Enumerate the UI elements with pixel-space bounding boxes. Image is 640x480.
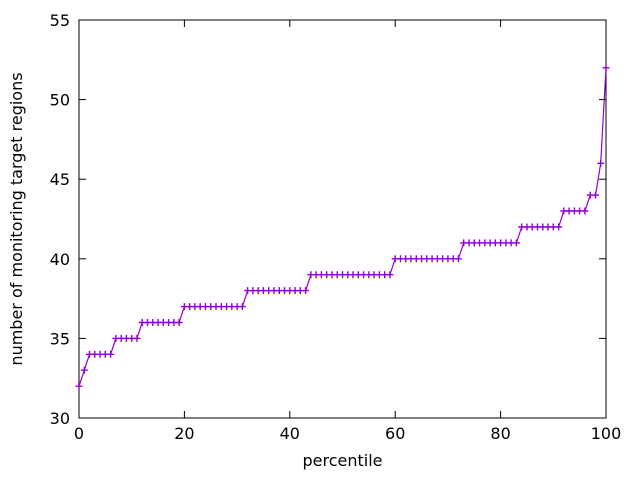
x-tick-label: 0 (74, 424, 84, 443)
y-axis-label: number of monitoring target regions (7, 72, 26, 365)
x-tick-label: 20 (174, 424, 194, 443)
y-tick-label: 45 (50, 170, 70, 189)
y-tick-label: 30 (50, 409, 70, 428)
x-tick-label: 80 (490, 424, 510, 443)
x-tick-label: 60 (385, 424, 405, 443)
y-tick-label: 40 (50, 250, 70, 269)
data-point-markers (75, 64, 610, 390)
y-tick-label: 50 (50, 91, 70, 110)
x-tick-label: 100 (591, 424, 622, 443)
plot-border (78, 19, 607, 419)
y-tick-label: 35 (50, 329, 70, 348)
x-axis-label: percentile (302, 451, 382, 470)
x-tick-label: 40 (280, 424, 300, 443)
y-tick-label: 55 (50, 11, 70, 30)
